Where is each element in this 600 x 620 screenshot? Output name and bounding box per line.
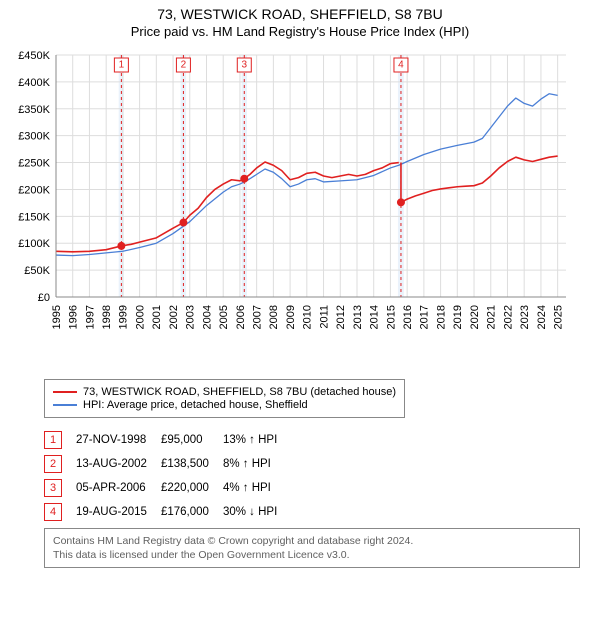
svg-text:£300K: £300K bbox=[18, 131, 50, 143]
svg-text:2004: 2004 bbox=[201, 305, 213, 329]
chart-svg: £0 £50K £100K £150K £200K £250K £300K £350K £400… bbox=[0, 43, 580, 373]
svg-text:£350K: £350K bbox=[18, 104, 50, 116]
sale-vs-hpi: 8% ↑ HPI bbox=[223, 452, 291, 476]
svg-text:2008: 2008 bbox=[268, 305, 280, 329]
svg-text:1999: 1999 bbox=[118, 305, 130, 329]
svg-text:2002: 2002 bbox=[168, 305, 180, 329]
chart-title-desc: Price paid vs. HM Land Registry's House … bbox=[0, 24, 600, 39]
legend-swatch bbox=[53, 404, 77, 406]
legend-label: HPI: Average price, detached house, Shef… bbox=[83, 399, 308, 411]
svg-text:2: 2 bbox=[181, 60, 187, 71]
sale-vs-hpi: 13% ↑ HPI bbox=[223, 428, 291, 452]
svg-text:1998: 1998 bbox=[101, 305, 113, 329]
chart-title-address: 73, WESTWICK ROAD, SHEFFIELD, S8 7BU bbox=[0, 6, 600, 22]
svg-text:1997: 1997 bbox=[84, 305, 96, 329]
svg-text:£150K: £150K bbox=[18, 211, 50, 223]
sale-row: 2 13-AUG-2002£138,5008% ↑ HPI bbox=[44, 452, 291, 476]
sale-row: 3 05-APR-2006£220,0004% ↑ HPI bbox=[44, 476, 291, 500]
svg-text:2006: 2006 bbox=[235, 305, 247, 329]
svg-text:2023: 2023 bbox=[519, 305, 531, 329]
svg-text:2021: 2021 bbox=[486, 305, 498, 329]
sales-table: 1 27-NOV-1998£95,00013% ↑ HPI 2 13-AUG-2002… bbox=[44, 428, 580, 524]
sale-price: £220,000 bbox=[161, 476, 223, 500]
svg-text:2015: 2015 bbox=[385, 305, 397, 329]
svg-text:2019: 2019 bbox=[452, 305, 464, 329]
chart-titles: 73, WESTWICK ROAD, SHEFFIELD, S8 7BU Pri… bbox=[0, 0, 600, 39]
svg-text:2003: 2003 bbox=[185, 305, 197, 329]
svg-text:4: 4 bbox=[398, 60, 404, 71]
sale-price: £138,500 bbox=[161, 452, 223, 476]
sale-date: 19-AUG-2015 bbox=[76, 500, 161, 524]
svg-text:3: 3 bbox=[242, 60, 248, 71]
svg-text:£450K: £450K bbox=[18, 50, 50, 62]
sale-vs-hpi: 4% ↑ HPI bbox=[223, 476, 291, 500]
attribution-footer: Contains HM Land Registry data © Crown c… bbox=[44, 528, 580, 568]
svg-text:£200K: £200K bbox=[18, 184, 50, 196]
sale-row: 4 19-AUG-2015£176,00030% ↓ HPI bbox=[44, 500, 291, 524]
sale-marker: 1 bbox=[44, 431, 62, 449]
footer-line1: Contains HM Land Registry data © Crown c… bbox=[53, 534, 571, 548]
svg-text:2012: 2012 bbox=[335, 305, 347, 329]
svg-text:2024: 2024 bbox=[536, 305, 548, 329]
sale-vs-hpi: 30% ↓ HPI bbox=[223, 500, 291, 524]
legend-swatch bbox=[53, 391, 77, 393]
sale-price: £176,000 bbox=[161, 500, 223, 524]
sale-date: 27-NOV-1998 bbox=[76, 428, 161, 452]
svg-text:2025: 2025 bbox=[552, 305, 564, 329]
legend-label: 73, WESTWICK ROAD, SHEFFIELD, S8 7BU (de… bbox=[83, 386, 396, 398]
svg-text:2017: 2017 bbox=[419, 305, 431, 329]
svg-text:1995: 1995 bbox=[51, 305, 63, 329]
legend-item: 73, WESTWICK ROAD, SHEFFIELD, S8 7BU (de… bbox=[53, 386, 396, 398]
sale-date: 05-APR-2006 bbox=[76, 476, 161, 500]
svg-text:1996: 1996 bbox=[68, 305, 80, 329]
svg-text:2016: 2016 bbox=[402, 305, 414, 329]
footer-line2: This data is licensed under the Open Gov… bbox=[53, 548, 571, 562]
svg-text:2005: 2005 bbox=[218, 305, 230, 329]
svg-text:2007: 2007 bbox=[252, 305, 264, 329]
svg-text:2000: 2000 bbox=[134, 305, 146, 329]
chart-legend: 73, WESTWICK ROAD, SHEFFIELD, S8 7BU (de… bbox=[44, 379, 405, 418]
svg-text:£250K: £250K bbox=[18, 158, 50, 170]
svg-text:2001: 2001 bbox=[151, 305, 163, 329]
price-chart: £0 £50K £100K £150K £200K £250K £300K £350K £400… bbox=[0, 43, 580, 373]
svg-text:2014: 2014 bbox=[369, 305, 381, 329]
svg-text:2018: 2018 bbox=[435, 305, 447, 329]
svg-text:1: 1 bbox=[119, 60, 125, 71]
svg-text:2011: 2011 bbox=[318, 305, 330, 329]
svg-text:2010: 2010 bbox=[302, 305, 314, 329]
sale-marker: 2 bbox=[44, 455, 62, 473]
sale-price: £95,000 bbox=[161, 428, 223, 452]
sale-date: 13-AUG-2002 bbox=[76, 452, 161, 476]
svg-text:£100K: £100K bbox=[18, 238, 50, 250]
sale-marker: 3 bbox=[44, 479, 62, 497]
svg-text:2022: 2022 bbox=[502, 305, 514, 329]
svg-text:£50K: £50K bbox=[24, 265, 50, 277]
legend-item: HPI: Average price, detached house, Shef… bbox=[53, 399, 396, 411]
svg-text:2013: 2013 bbox=[352, 305, 364, 329]
svg-text:£0: £0 bbox=[38, 292, 50, 304]
svg-text:2020: 2020 bbox=[469, 305, 481, 329]
sale-marker: 4 bbox=[44, 503, 62, 521]
sale-row: 1 27-NOV-1998£95,00013% ↑ HPI bbox=[44, 428, 291, 452]
svg-text:£400K: £400K bbox=[18, 77, 50, 89]
svg-text:2009: 2009 bbox=[285, 305, 297, 329]
